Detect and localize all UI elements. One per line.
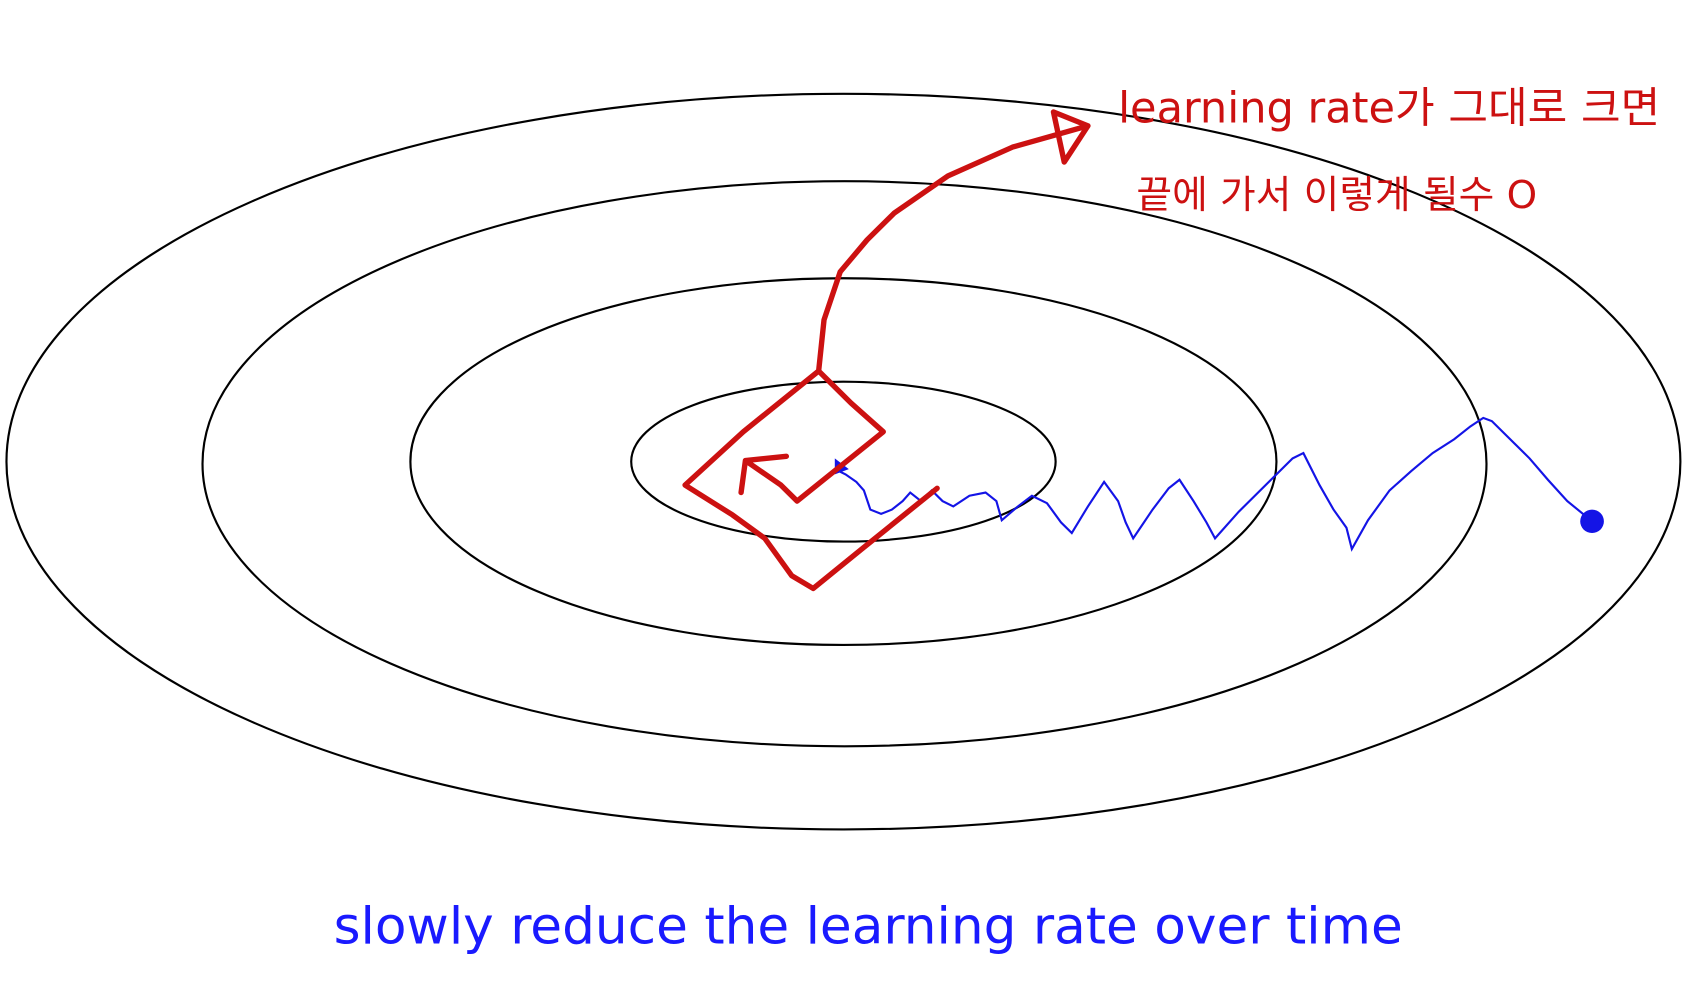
- diverging-path: [682, 109, 1091, 592]
- annotation-line: 끝에 가서 이렇게 될수 O: [1136, 173, 1537, 218]
- contour: [630, 380, 1057, 543]
- contour: [201, 180, 1488, 748]
- caption: slowly reduce the learning rate over tim…: [334, 897, 1403, 957]
- annotation-line: learning rate가 그대로 크면: [1118, 84, 1660, 134]
- start-point: [1580, 509, 1604, 534]
- sgd-path: [834, 416, 1593, 552]
- contour: [409, 277, 1278, 647]
- contours: [5, 92, 1682, 831]
- contour: [5, 92, 1682, 831]
